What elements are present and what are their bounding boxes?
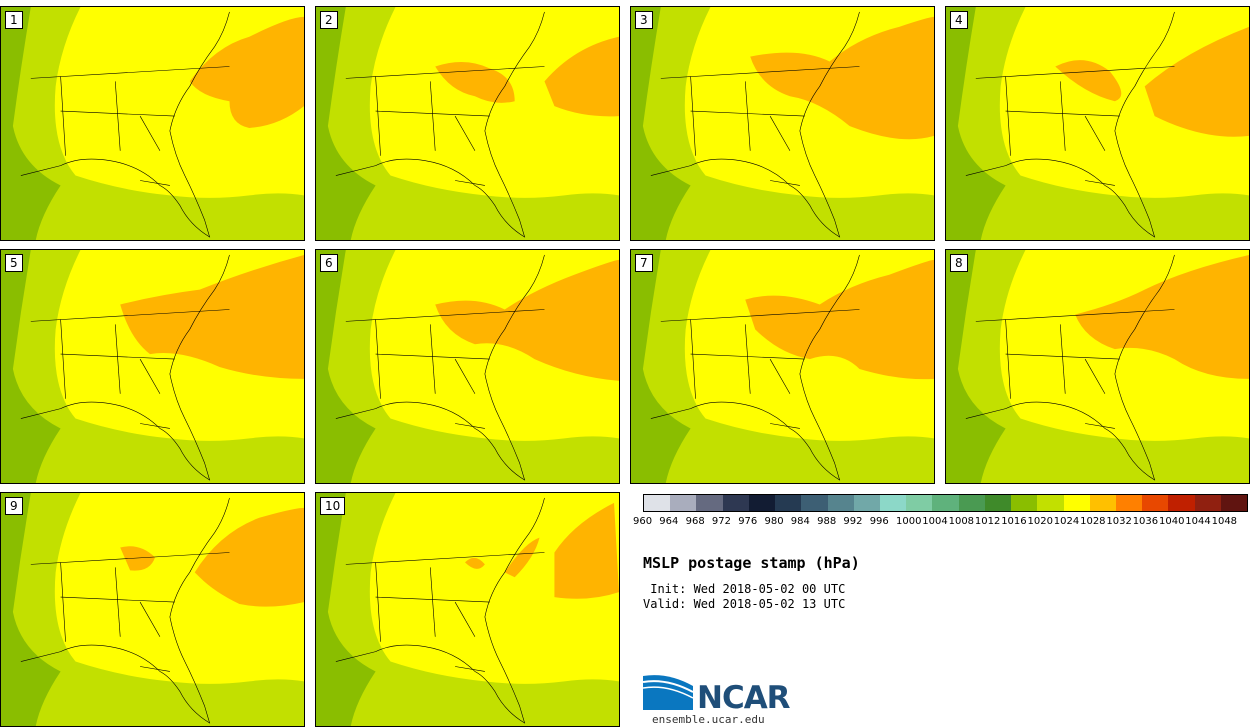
- member-number-label: 3: [635, 11, 653, 29]
- page-title: MSLP postage stamp (hPa): [643, 554, 860, 572]
- colorbar-swatch: [1089, 495, 1116, 511]
- member-number-label: 4: [950, 11, 968, 29]
- colorbar-swatch: [853, 495, 880, 511]
- colorbar-swatch: [775, 495, 802, 511]
- colorbar-tick-label: 996: [869, 516, 889, 527]
- stamp-panel-4: 4: [945, 6, 1250, 241]
- colorbar-swatch: [958, 495, 985, 511]
- colorbar-swatch: [801, 495, 828, 511]
- colorbar-tick-label: 1048: [1211, 516, 1238, 527]
- mslp-map: [946, 250, 1249, 483]
- member-number-label: 1: [5, 11, 23, 29]
- stamp-panel-8: 8: [945, 249, 1250, 484]
- colorbar-tick-label: 968: [685, 516, 705, 527]
- member-number-label: 9: [5, 497, 23, 515]
- colorbar-tick-label: 1000: [896, 516, 922, 527]
- colorbar-swatch: [696, 495, 723, 511]
- colorbar-tick-label: 1004: [922, 516, 948, 527]
- colorbar-swatch: [1194, 495, 1221, 511]
- stamp-panel-10: 10: [315, 492, 620, 727]
- colorbar-tick-label: 1016: [1001, 516, 1027, 527]
- member-number-label: 10: [320, 497, 346, 515]
- colorbar-tick-label: 1008: [948, 516, 975, 527]
- colorbar-swatch: [1220, 495, 1248, 511]
- colorbar-tick-label: 992: [843, 516, 863, 527]
- mslp-map: [316, 250, 619, 483]
- mslp-map: [1, 7, 304, 240]
- colorbar-tick-label: 984: [790, 516, 810, 527]
- member-number-label: 5: [5, 254, 23, 272]
- colorbar-swatch: [1168, 495, 1195, 511]
- colorbar-tick-label: 1024: [1053, 516, 1080, 527]
- colorbar-swatch: [1063, 495, 1090, 511]
- site-url: ensemble.ucar.edu: [652, 713, 765, 726]
- member-number-label: 8: [950, 254, 968, 272]
- colorbar-swatch: [1115, 495, 1143, 511]
- mslp-map: [316, 7, 619, 240]
- stamp-panel-6: 6: [315, 249, 620, 484]
- member-number-label: 2: [320, 11, 338, 29]
- colorbar-swatch: [879, 495, 907, 511]
- colorbar-tick-label: 1028: [1080, 516, 1106, 527]
- colorbar-swatch: [1142, 495, 1169, 511]
- colorbar-tick-label: 1020: [1027, 516, 1053, 527]
- stamp-panel-2: 2: [315, 6, 620, 241]
- colorbar-swatch: [748, 495, 776, 511]
- colorbar-swatch: [984, 495, 1012, 511]
- mslp-map: [1, 493, 304, 726]
- colorbar-swatch: [644, 495, 671, 511]
- mslp-map: [631, 7, 934, 240]
- ncar-logo-icon: [643, 675, 694, 710]
- colorbar-tick-label: 960: [633, 516, 653, 527]
- colorbar-swatch: [932, 495, 959, 511]
- logo-text: NCAR: [697, 680, 791, 716]
- colorbar-tick-label: 972: [711, 516, 731, 527]
- colorbar-tick-label: 1044: [1185, 516, 1211, 527]
- colorbar-swatch: [906, 495, 933, 511]
- colorbar-tick-label: 1012: [974, 516, 1001, 527]
- colorbar-tick-label: 976: [738, 516, 758, 527]
- mslp-map: [1, 250, 304, 483]
- colorbar-labels: 960 964 968 972 976 980 984 988 992 996 1000 1004 10…: [633, 516, 1253, 530]
- colorbar-swatch: [827, 495, 854, 511]
- member-number-label: 7: [635, 254, 653, 272]
- mslp-map: [316, 493, 619, 726]
- init-time: Init: Wed 2018-05-02 00 UTC: [643, 582, 846, 596]
- mslp-map: [631, 250, 934, 483]
- member-number-label: 6: [320, 254, 338, 272]
- colorbar-tick-label: 964: [659, 516, 679, 527]
- valid-time: Valid: Wed 2018-05-02 13 UTC: [643, 597, 846, 611]
- stamp-panel-7: 7: [630, 249, 935, 484]
- stamp-panel-5: 5: [0, 249, 305, 484]
- stamp-panel-1: 1: [0, 6, 305, 241]
- colorbar: [643, 494, 1248, 512]
- colorbar-tick-label: 988: [817, 516, 837, 527]
- colorbar-swatch: [722, 495, 749, 511]
- stamp-panel-9: 9: [0, 492, 305, 727]
- colorbar-swatch: [670, 495, 697, 511]
- colorbar-swatch: [1037, 495, 1064, 511]
- colorbar-tick-label: 980: [764, 516, 784, 527]
- colorbar-tick-label: 1032: [1106, 516, 1132, 527]
- stamp-panel-3: 3: [630, 6, 935, 241]
- mslp-map: [946, 7, 1249, 240]
- colorbar-swatch: [1011, 495, 1038, 511]
- colorbar-tick-label: 1040: [1159, 516, 1185, 527]
- colorbar-tick-label: 1036: [1132, 516, 1159, 527]
